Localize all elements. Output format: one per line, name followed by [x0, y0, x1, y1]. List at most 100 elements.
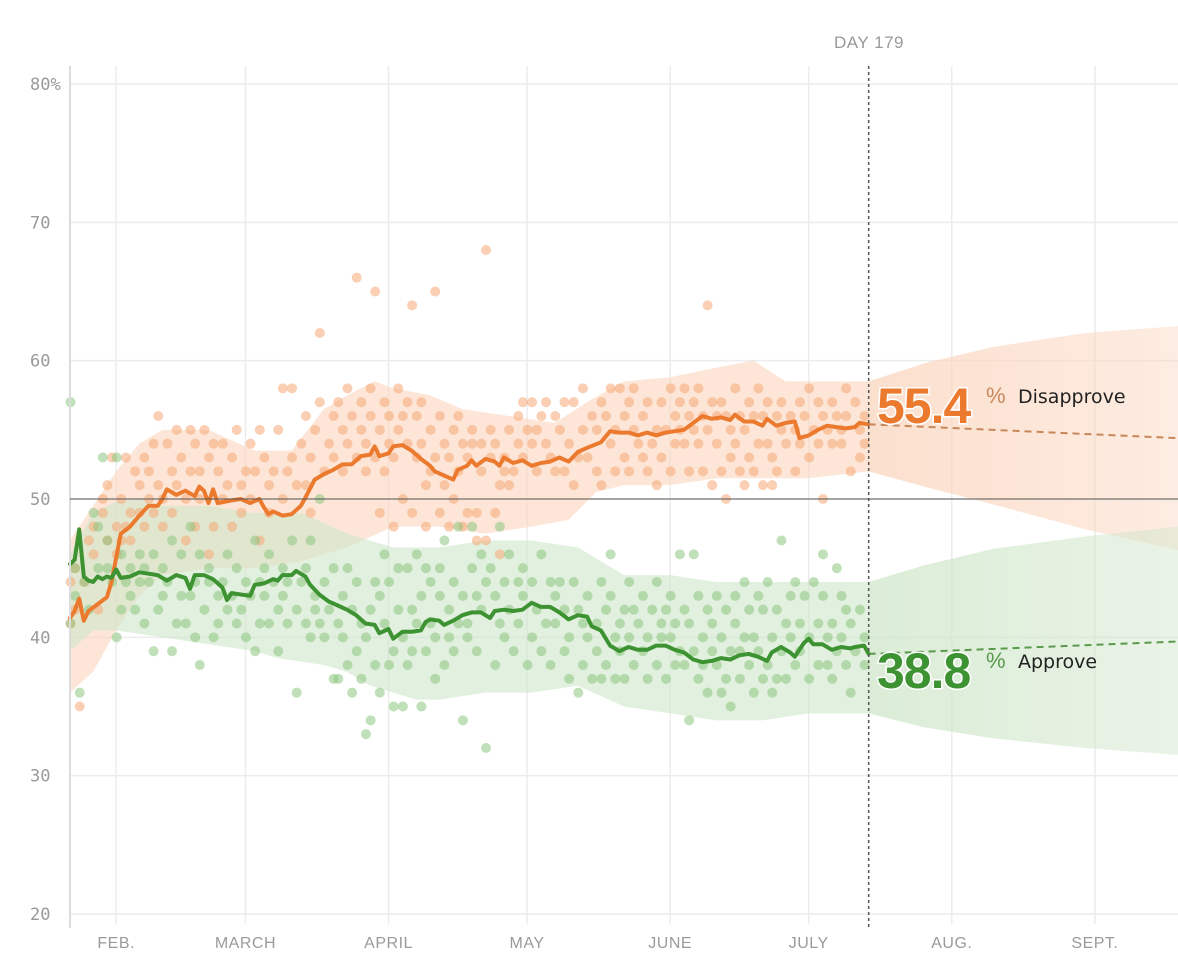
- disapprove-poll-dot: [596, 397, 607, 408]
- disapprove-poll-dot: [397, 411, 408, 421]
- disapprove-poll-dot: [273, 424, 284, 435]
- approve-poll-dot: [111, 452, 122, 463]
- approve-poll-dot: [264, 618, 275, 629]
- disapprove-poll-dot: [120, 452, 131, 463]
- approve-poll-dot: [379, 618, 390, 629]
- approve-poll-dot: [721, 604, 732, 615]
- x-tick-label: MARCH: [215, 935, 276, 952]
- approve-poll-dot: [171, 618, 182, 629]
- disapprove-poll-dot: [204, 452, 214, 463]
- approve-poll-dot: [74, 687, 85, 698]
- y-tick-label: 30: [30, 767, 50, 787]
- disapprove-poll-dot: [287, 452, 298, 463]
- approve-poll-dot: [384, 577, 395, 587]
- disapprove-poll-dot: [841, 383, 852, 394]
- disapprove-poll-dot: [148, 507, 159, 518]
- disapprove-poll-dot: [245, 438, 256, 449]
- disapprove-poll-dot: [794, 438, 805, 449]
- disapprove-poll-dot: [601, 411, 612, 421]
- disapprove-poll-dot: [402, 397, 413, 408]
- x-tick-label: APRIL: [364, 935, 413, 952]
- disapprove-poll-dot: [781, 438, 792, 449]
- disapprove-poll-dot: [679, 438, 690, 449]
- approve-poll-dot: [651, 577, 662, 587]
- disapprove-poll-dot: [577, 383, 588, 394]
- approve-poll-dot: [619, 673, 630, 684]
- approve-poll-dot: [213, 618, 224, 629]
- approve-poll-dot: [291, 604, 302, 615]
- approve-poll-dot: [517, 590, 528, 601]
- approve-poll-dot: [416, 701, 427, 712]
- disapprove-forecast-band: [868, 326, 1178, 551]
- disapprove-poll-dot: [702, 300, 713, 311]
- disapprove-poll-dot: [794, 397, 805, 408]
- approve-poll-dot: [591, 646, 602, 657]
- trend-lines: [68, 412, 1178, 665]
- disapprove-poll-dot: [836, 438, 847, 449]
- disapprove-poll-dot: [767, 480, 778, 491]
- approve-poll-dot: [785, 590, 796, 601]
- approve-poll-dot: [721, 673, 732, 684]
- approve-poll-dot: [513, 618, 524, 629]
- x-tick-label: MAY: [510, 935, 545, 952]
- disapprove-poll-dot: [776, 424, 787, 435]
- disapprove-poll-dot: [374, 424, 385, 435]
- approve-poll-dot: [365, 715, 376, 726]
- approve-poll-dot: [448, 646, 459, 657]
- approve-poll-dot: [693, 673, 704, 684]
- approve-poll-dot: [148, 646, 159, 657]
- approve-poll-dot: [564, 632, 575, 643]
- disapprove-poll-dot: [337, 466, 348, 477]
- x-tick-label: JULY: [789, 935, 829, 952]
- approve-poll-dot: [688, 646, 699, 657]
- disapprove-poll-dot: [259, 452, 270, 463]
- disapprove-poll-dot: [785, 411, 796, 421]
- approve-poll-dot: [596, 673, 607, 684]
- approve-poll-dot: [739, 632, 750, 643]
- disapprove-poll-dot: [462, 507, 473, 518]
- approve-poll-dot: [661, 673, 672, 684]
- approve-poll-dot: [254, 618, 265, 629]
- disapprove-poll-dot: [328, 411, 339, 421]
- approve-poll-dot: [637, 590, 648, 601]
- approve-poll-dot: [402, 563, 413, 574]
- approve-poll-dot: [342, 563, 353, 574]
- approve-poll-dot: [236, 604, 247, 615]
- approve-poll-dot: [490, 660, 501, 670]
- approve-poll-dot: [665, 632, 676, 643]
- disapprove-poll-dot: [485, 424, 496, 435]
- approve-poll-dot: [707, 618, 718, 629]
- approve-poll-dot: [730, 618, 741, 629]
- disapprove-poll-dot: [356, 424, 367, 435]
- disapprove-poll-dot: [236, 507, 247, 518]
- disapprove-poll-dot: [420, 521, 431, 532]
- approve-poll-dot: [439, 660, 450, 670]
- approve-poll-dot: [282, 577, 293, 587]
- approve-poll-dot: [130, 604, 141, 615]
- disapprove-poll-dot: [559, 397, 570, 408]
- approve-poll-dot: [407, 604, 418, 615]
- approve-poll-dot: [481, 743, 491, 753]
- disapprove-poll-dot: [725, 452, 736, 463]
- disapprove-poll-dot: [610, 466, 621, 477]
- approve-poll-dot: [716, 687, 727, 698]
- disapprove-poll-dot: [504, 424, 515, 435]
- approve-poll-dot: [845, 687, 856, 698]
- approve-poll-dot: [319, 632, 330, 643]
- approve-poll-dot: [93, 521, 104, 532]
- approve-poll-dot: [240, 577, 251, 587]
- disapprove-poll-dot: [651, 480, 662, 491]
- disapprove-poll-dot: [360, 438, 371, 449]
- approve-poll-dot: [651, 660, 662, 670]
- disapprove-poll-dot: [194, 466, 205, 477]
- disapprove-poll-dot: [227, 521, 238, 532]
- disapprove-poll-dot: [827, 397, 838, 408]
- approve-poll-dot: [647, 604, 658, 615]
- approve-poll-dot: [827, 618, 838, 629]
- approve-poll-dot: [536, 549, 547, 560]
- approve-poll-dot: [457, 590, 468, 601]
- approve-poll-dot: [559, 646, 570, 657]
- disapprove-poll-dot: [771, 411, 782, 421]
- disapprove-poll-dot: [818, 411, 829, 421]
